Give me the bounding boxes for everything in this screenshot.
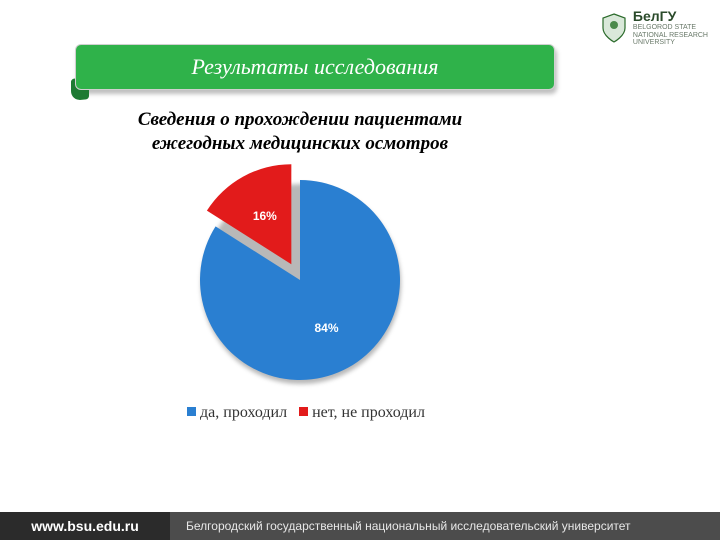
logo-title: БелГУ (633, 8, 708, 24)
logo-sub3: UNIVERSITY (633, 39, 708, 47)
footer-bar: www.bsu.edu.ru Белгородский государствен… (0, 512, 720, 540)
chart-legend: да, проходил нет, не проходил (136, 404, 476, 422)
footer-url: www.bsu.edu.ru (0, 512, 170, 540)
logo-text-block: БелГУ BELGOROD STATE NATIONAL RESEARCH U… (633, 8, 708, 47)
legend-marker-0 (187, 407, 196, 416)
footer-university: Белгородский государственный национальны… (186, 519, 631, 533)
university-logo: БелГУ BELGOROD STATE NATIONAL RESEARCH U… (601, 8, 708, 47)
pie-chart: 84% 16% да, проходил нет, не проходил (170, 180, 430, 440)
banner-title: Результаты исследования (75, 44, 555, 90)
section-banner: Результаты исследования (75, 44, 555, 90)
legend-marker-1 (299, 407, 308, 416)
legend-text-1: нет, не проходил (312, 404, 425, 421)
legend-text-0: да, проходил (200, 404, 287, 421)
pie-label-0: 84% (314, 321, 338, 335)
shield-icon (601, 13, 627, 43)
logo-sub1: BELGOROD STATE (633, 24, 708, 32)
chart-subtitle: Сведения о прохождении пациентами ежегод… (60, 108, 540, 156)
pie-label-1: 16% (253, 209, 277, 223)
subtitle-line2: ежегодных медицинских осмотров (152, 133, 448, 154)
subtitle-line1: Сведения о прохождении пациентами (138, 109, 462, 130)
legend-item-0: да, проходил (187, 404, 287, 422)
pie-svg: 84% 16% (200, 156, 400, 380)
legend-item-1: нет, не проходил (299, 404, 425, 422)
logo-sub2: NATIONAL RESEARCH (633, 32, 708, 40)
